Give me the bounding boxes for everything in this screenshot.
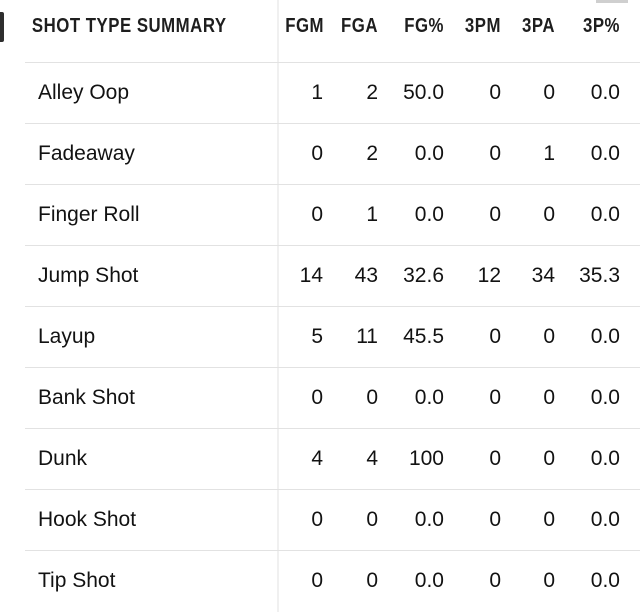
table-row-jump-shot: Jump Shot 14 43 32.6 12 34 35.3 (0, 245, 640, 306)
cell-fga: 0 (366, 568, 378, 592)
column-header-3pa: 3PA (522, 14, 555, 37)
table-title: SHOT TYPE SUMMARY (31, 14, 227, 37)
row-label: Alley Oop (38, 80, 130, 104)
cell-fga: 0 (366, 507, 378, 531)
column-header-3pm: 3PM (464, 14, 501, 37)
cell-3pa: 1 (543, 141, 555, 165)
cell-fg-pct: 0.0 (414, 385, 444, 409)
cell-fgm: 5 (311, 324, 323, 348)
row-label: Finger Roll (38, 202, 140, 226)
cell-3pm: 12 (477, 263, 501, 287)
top-right-artifact (596, 0, 628, 3)
cell-3p-pct: 0.0 (590, 568, 620, 592)
cell-3pa: 0 (543, 385, 555, 409)
cell-3pa: 0 (543, 324, 555, 348)
row-label: Tip Shot (38, 568, 116, 592)
cell-3pm: 0 (489, 80, 501, 104)
table-row-layup: Layup 5 11 45.5 0 0 0.0 (0, 306, 640, 367)
cell-3pa: 0 (543, 446, 555, 470)
cell-3pm: 0 (489, 324, 501, 348)
cell-fg-pct: 50.0 (403, 80, 444, 104)
cell-fgm: 14 (299, 263, 323, 287)
column-header-3p-pct: 3P% (583, 14, 620, 37)
table-row-dunk: Dunk 4 4 100 0 0 0.0 (0, 428, 640, 489)
cell-3p-pct: 0.0 (590, 385, 620, 409)
cell-3p-pct: 0.0 (590, 141, 620, 165)
cell-fg-pct: 0.0 (414, 507, 444, 531)
cell-3pa: 0 (543, 80, 555, 104)
row-label: Jump Shot (38, 263, 139, 287)
cell-3p-pct: 0.0 (590, 446, 620, 470)
table-row-finger-roll: Finger Roll 0 1 0.0 0 0 0.0 (0, 184, 640, 245)
cell-fg-pct: 100 (408, 446, 444, 470)
cell-fga: 43 (354, 263, 378, 287)
table-row-hook-shot: Hook Shot 0 0 0.0 0 0 0.0 (0, 489, 640, 550)
cell-3p-pct: 0.0 (590, 202, 620, 226)
row-label: Bank Shot (38, 385, 135, 409)
cell-fg-pct: 0.0 (414, 568, 444, 592)
cell-fga: 2 (366, 80, 378, 104)
cell-fga: 4 (366, 446, 378, 470)
row-label: Dunk (38, 446, 88, 470)
cell-fg-pct: 45.5 (403, 324, 444, 348)
cell-3pm: 0 (489, 507, 501, 531)
cell-fgm: 1 (311, 80, 323, 104)
cell-3pm: 0 (489, 385, 501, 409)
cell-3p-pct: 0.0 (590, 324, 620, 348)
row-label: Fadeaway (38, 141, 135, 165)
cell-fg-pct: 32.6 (403, 263, 444, 287)
cell-3pa: 0 (543, 202, 555, 226)
cell-3p-pct: 0.0 (590, 80, 620, 104)
table-header: SHOT TYPE SUMMARY FGM FGA FG% 3PM 3PA 3P… (0, 0, 640, 62)
cell-fga: 1 (366, 202, 378, 226)
left-edge-artifact (0, 12, 4, 42)
table-row-fadeaway: Fadeaway 0 2 0.0 0 1 0.0 (0, 123, 640, 184)
cell-3pm: 0 (489, 141, 501, 165)
column-header-fgm: FGM (285, 14, 325, 37)
table-row-bank-shot: Bank Shot 0 0 0.0 0 0 0.0 (0, 367, 640, 428)
column-header-fg-pct: FG% (404, 14, 444, 37)
cell-3pm: 0 (489, 568, 501, 592)
cell-3p-pct: 35.3 (579, 263, 620, 287)
table-row-tip-shot: Tip Shot 0 0 0.0 0 0 0.0 (0, 550, 640, 611)
cell-3pa: 0 (543, 568, 555, 592)
cell-fgm: 0 (311, 385, 323, 409)
row-label: Layup (38, 324, 96, 348)
cell-3pm: 0 (489, 202, 501, 226)
cell-fgm: 0 (311, 141, 323, 165)
cell-fga: 11 (356, 324, 378, 348)
cell-3pm: 0 (489, 446, 501, 470)
row-label: Hook Shot (38, 507, 137, 531)
table-row-alley-oop: Alley Oop 1 2 50.0 0 0 0.0 (0, 62, 640, 123)
cell-fga: 2 (366, 141, 378, 165)
cell-fgm: 4 (311, 446, 323, 470)
cell-3p-pct: 0.0 (590, 507, 620, 531)
column-header-fga: FGA (341, 14, 378, 37)
cell-fga: 0 (366, 385, 378, 409)
cell-fgm: 0 (311, 507, 323, 531)
cell-3pa: 34 (531, 263, 555, 287)
cell-3pa: 0 (543, 507, 555, 531)
cell-fgm: 0 (311, 568, 323, 592)
cell-fg-pct: 0.0 (414, 141, 444, 165)
cell-fg-pct: 0.0 (414, 202, 444, 226)
cell-fgm: 0 (311, 202, 323, 226)
